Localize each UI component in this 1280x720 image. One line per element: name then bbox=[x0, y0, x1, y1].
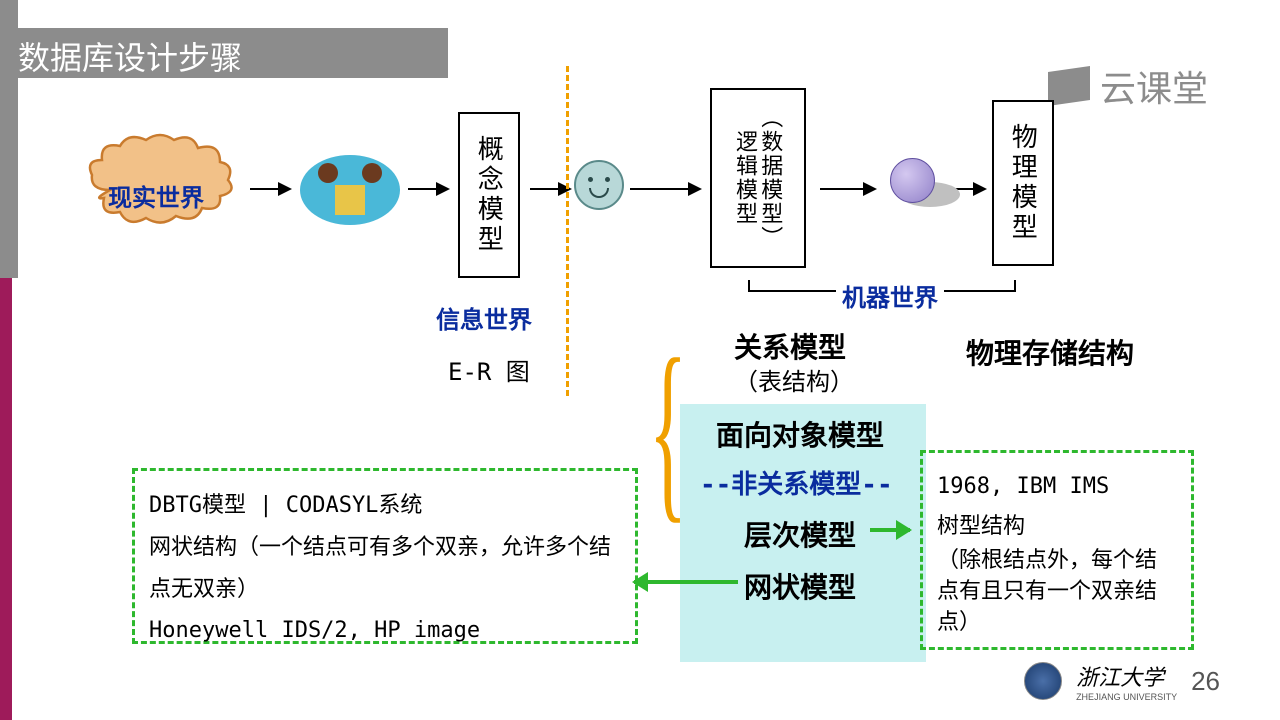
table-struct-label: （表结构） bbox=[734, 362, 854, 397]
green-arrow-left bbox=[634, 580, 738, 584]
university-en: ZHEJIANG UNIVERSITY bbox=[1076, 692, 1177, 702]
curly-brace: { bbox=[649, 330, 687, 530]
people-icon bbox=[300, 155, 400, 225]
vertical-dashed-line bbox=[566, 66, 569, 396]
box-concept: 概念模型 bbox=[458, 112, 520, 278]
box-logic-right: （数据模型） bbox=[758, 106, 783, 250]
box-logic: 逻辑模型 （数据模型） bbox=[710, 88, 806, 268]
face-icon bbox=[574, 160, 624, 210]
box-logic-left: 逻辑模型 bbox=[733, 130, 758, 226]
right-box-l2: 树型结构 bbox=[937, 507, 1177, 547]
green-arrow-right bbox=[870, 528, 910, 532]
university-text-block: 浙江大学 ZHEJIANG UNIVERSITY bbox=[1076, 660, 1177, 702]
shape3d-icon bbox=[890, 158, 935, 203]
info-world-label: 信息世界 bbox=[436, 300, 532, 335]
left-box-l2: 网状结构（一个结点可有多个双亲，允许多个结点无双亲） bbox=[149, 527, 621, 611]
left-dashbox: DBTG模型 | CODASYL系统 网状结构（一个结点可有多个双亲，允许多个结… bbox=[132, 468, 638, 644]
university-name: 浙江大学 bbox=[1076, 660, 1177, 692]
phys-storage-label: 物理存储结构 bbox=[966, 332, 1134, 372]
watermark: 云课堂 bbox=[1048, 60, 1208, 112]
left-sidebar-gray bbox=[0, 0, 18, 278]
box-physical-text: 物理模型 bbox=[1009, 123, 1038, 243]
left-box-l1: DBTG模型 | CODASYL系统 bbox=[149, 485, 621, 527]
right-box-l1: 1968, IBM IMS bbox=[937, 467, 1177, 507]
oo-model-label: 面向对象模型 bbox=[716, 414, 884, 454]
hier-model-label: 层次模型 bbox=[744, 514, 856, 554]
net-model-label: 网状模型 bbox=[744, 566, 856, 606]
watermark-text: 云课堂 bbox=[1100, 60, 1208, 112]
left-sidebar-maroon bbox=[0, 278, 12, 720]
arrow-3 bbox=[530, 188, 570, 190]
arrow-5 bbox=[820, 188, 875, 190]
page-title: 数据库设计步骤 bbox=[18, 28, 448, 78]
people-body bbox=[335, 185, 365, 215]
right-box-l3: （除根结点外，每个结点有且只有一个双亲结点） bbox=[937, 546, 1177, 638]
arrow-6 bbox=[955, 188, 985, 190]
left-box-l3: Honeywell IDS/2, HP image bbox=[149, 610, 621, 652]
cloud-label: 现实世界 bbox=[108, 178, 204, 213]
university-logo-icon bbox=[1024, 662, 1062, 700]
box-concept-text: 概念模型 bbox=[475, 135, 504, 255]
machine-world-label: 机器世界 bbox=[836, 278, 944, 313]
page-number: 26 bbox=[1191, 666, 1220, 697]
watermark-icon bbox=[1048, 66, 1090, 106]
arrow-4 bbox=[630, 188, 700, 190]
footer: 浙江大学 ZHEJIANG UNIVERSITY 26 bbox=[1024, 660, 1220, 702]
right-dashbox: 1968, IBM IMS 树型结构 （除根结点外，每个结点有且只有一个双亲结点… bbox=[920, 450, 1194, 650]
arrow-1 bbox=[250, 188, 290, 190]
arrow-2 bbox=[408, 188, 448, 190]
relation-model-label: 关系模型 bbox=[734, 326, 846, 366]
er-label: E-R 图 bbox=[448, 352, 530, 387]
face-smile bbox=[589, 188, 609, 198]
box-physical: 物理模型 bbox=[992, 100, 1054, 266]
nonrel-label: --非关系模型-- bbox=[700, 464, 893, 501]
